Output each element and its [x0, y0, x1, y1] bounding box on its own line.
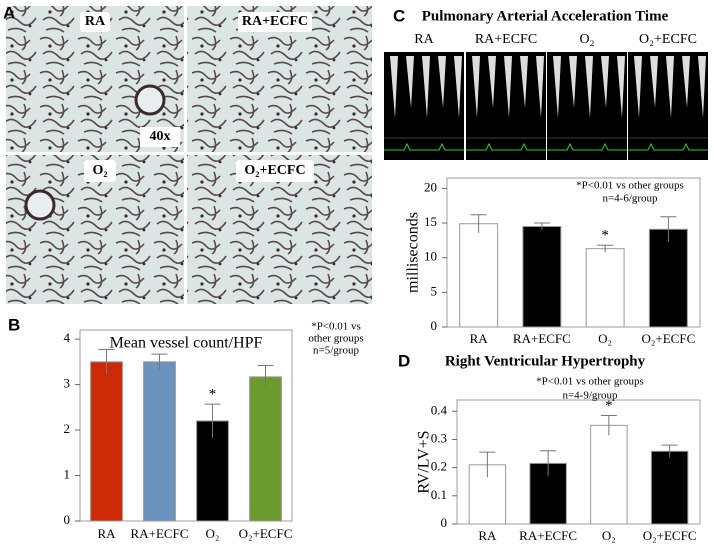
plot-frame — [446, 177, 701, 328]
y-tick-label: 2 — [64, 421, 71, 436]
panel-label: C — [393, 6, 405, 25]
bar — [459, 223, 499, 328]
y-tick-label: 0.2 — [431, 459, 447, 474]
x-tick-label: RA+ECFC — [519, 528, 577, 543]
chart-title: Right Ventricular Hypertrophy — [445, 353, 646, 369]
y-tick-label: 5 — [431, 283, 438, 298]
label-box — [80, 12, 110, 32]
plot-frame — [79, 329, 293, 522]
x-tick-label: O₂ — [602, 528, 616, 543]
x-tick-label: O₂ — [206, 526, 220, 541]
y-tick-label: 20 — [424, 179, 437, 194]
bar — [90, 361, 123, 522]
annotation: n=4-6/group — [602, 193, 658, 205]
doppler-title: Pulmonary Arterial Acceleration Time — [422, 8, 669, 24]
significance-marker: * — [605, 398, 613, 414]
doppler-image: RA RA+ECFC O₂ O₂+ECFC — [384, 32, 708, 160]
y-tick-label: 4 — [64, 330, 71, 345]
x-tick-label: RA — [470, 331, 489, 346]
x-tick-label: O₂+ECFC — [641, 331, 695, 346]
bar — [650, 450, 689, 525]
bar — [585, 248, 625, 328]
y-axis-label: RV/LV+S — [416, 430, 433, 493]
doppler-label: RA — [414, 32, 434, 47]
micrograph-label: O₂ — [92, 163, 107, 178]
doppler-label: O₂+ECFC — [639, 32, 697, 47]
ecg — [384, 142, 464, 151]
annotation: *P<0.01 vs other groups — [536, 376, 644, 388]
y-tick-label: 0 — [441, 515, 448, 530]
y-tick-label: 3 — [64, 376, 71, 391]
bar — [590, 424, 628, 525]
label-box — [238, 12, 312, 32]
doppler-trace — [553, 56, 625, 118]
bar — [249, 376, 282, 522]
bar — [648, 228, 688, 328]
x-tick-label: RA+ECFC — [513, 331, 571, 346]
bar — [522, 226, 562, 328]
annotation: *P<0.01 vs other groups — [576, 180, 684, 192]
annotation: n=5/group — [313, 345, 359, 357]
ecg — [547, 142, 627, 151]
micrograph-label: O₂+ECFC — [244, 163, 305, 178]
doppler-trace — [472, 56, 544, 118]
label-box — [84, 160, 116, 182]
x-tick-label: O₂+ECFC — [643, 528, 697, 543]
chart-title: Mean vessel count/HPF — [110, 335, 263, 352]
y-tick-label: 0 — [431, 318, 438, 333]
x-tick-label: O₂+ECFC — [239, 526, 293, 541]
panel-label: D — [398, 351, 410, 370]
vessel — [24, 189, 56, 221]
significance-marker: * — [209, 387, 217, 403]
y-axis-label: milliseconds — [405, 212, 422, 293]
x-tick-label: O₂ — [598, 331, 612, 346]
label-box — [236, 160, 314, 182]
panel-label: A — [3, 3, 15, 22]
significance-marker: * — [601, 228, 609, 244]
micrograph-label: RA+ECFC — [242, 14, 308, 29]
ecg — [628, 142, 708, 151]
y-tick-label: 0.4 — [431, 402, 448, 417]
plot-frame — [456, 399, 701, 525]
y-tick-label: 0 — [64, 512, 71, 527]
annotation: n=4-9/group — [562, 390, 618, 402]
annotation: other groups — [308, 333, 363, 345]
doppler-trace — [634, 56, 706, 118]
vessel — [134, 84, 166, 116]
doppler-label: O₂ — [580, 32, 595, 47]
x-tick-label: RA — [97, 526, 116, 541]
x-tick-label: RA+ECFC — [131, 526, 189, 541]
doppler-trace — [390, 56, 462, 118]
y-tick-label: 10 — [424, 249, 437, 264]
panel-label: B — [8, 315, 20, 334]
y-tick-label: 15 — [424, 214, 437, 229]
doppler-label: RA+ECFC — [475, 32, 537, 47]
micrograph-label: RA — [85, 14, 106, 29]
y-tick-label: 0.3 — [431, 430, 447, 445]
y-tick-label: 0.1 — [431, 487, 447, 502]
annotation: *P<0.01 vs — [311, 321, 361, 333]
y-tick-label: 1 — [64, 467, 71, 482]
micrographs: RA RA+ECFC O₂ O₂+ECFC 40x — [6, 6, 372, 304]
bar — [143, 361, 176, 522]
magnification: 40x — [150, 129, 171, 144]
label-box — [140, 127, 180, 147]
x-tick-label: RA — [478, 528, 497, 543]
ecg — [466, 142, 546, 151]
